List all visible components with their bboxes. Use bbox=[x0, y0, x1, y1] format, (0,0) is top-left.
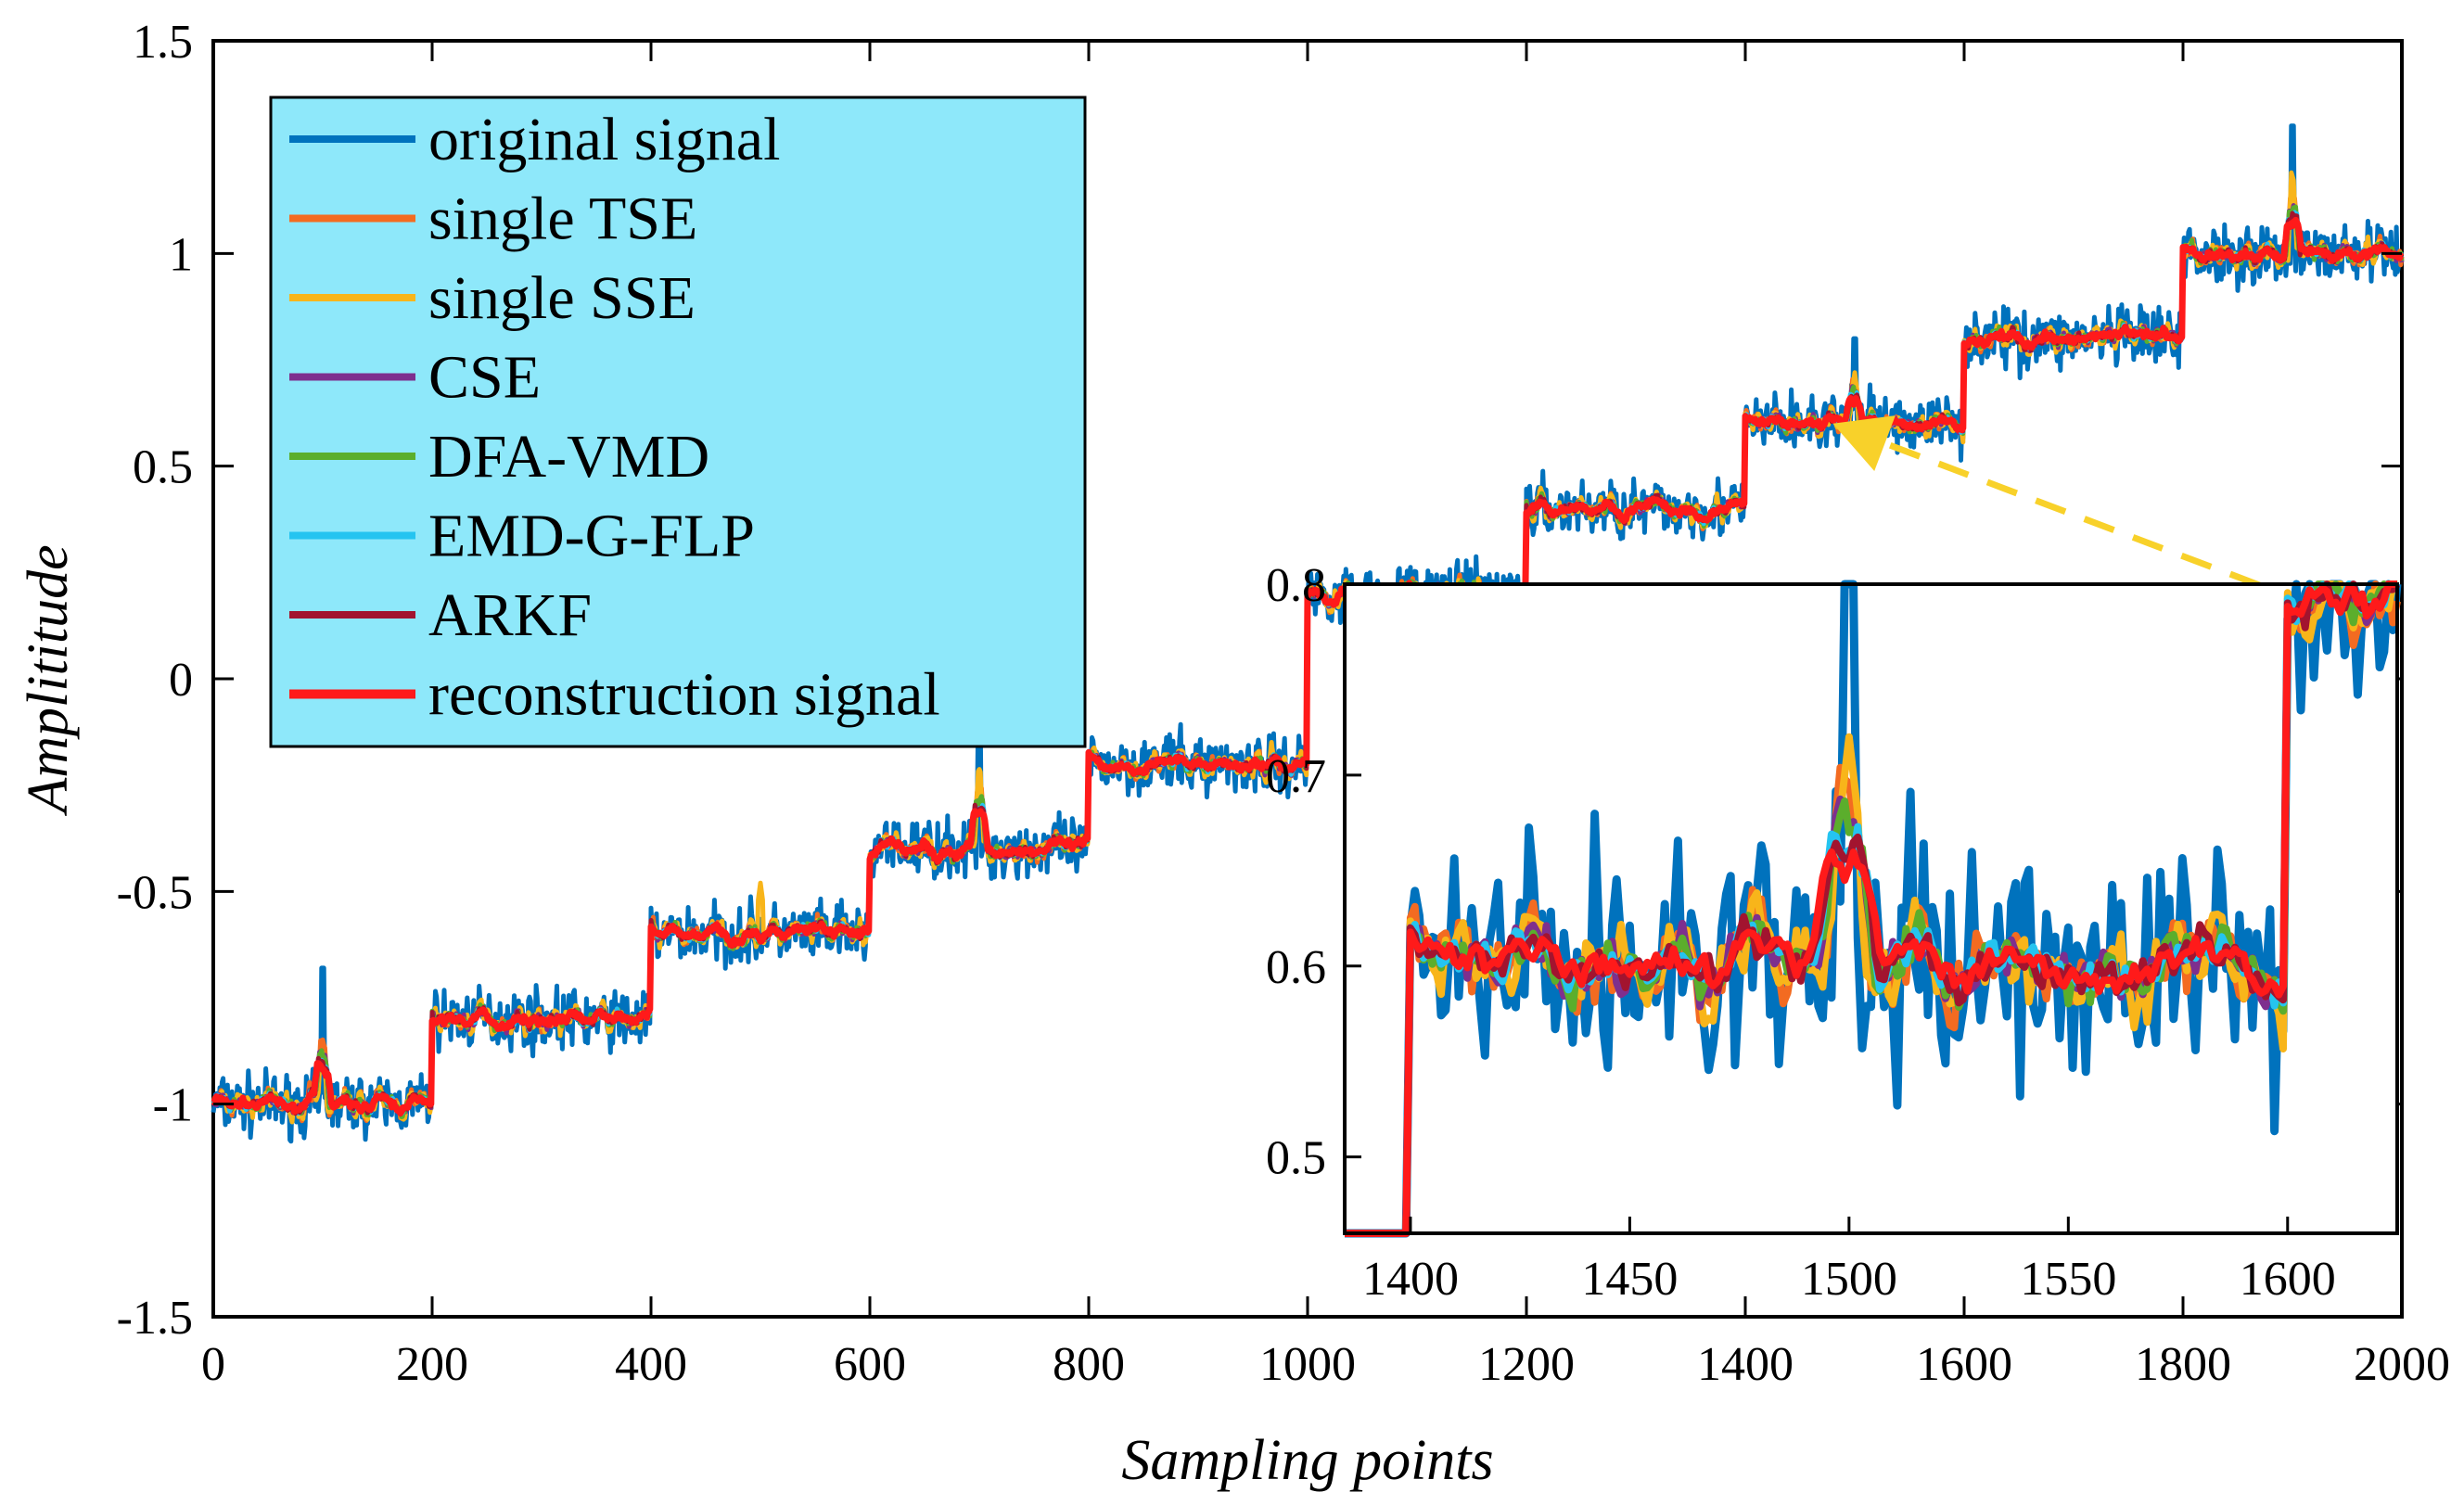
y-tick-label: 1.5 bbox=[133, 16, 193, 69]
legend-label: original signal bbox=[428, 106, 780, 173]
legend-label: EMD-G-FLP bbox=[428, 503, 755, 570]
legend-label: ARKF bbox=[428, 581, 592, 649]
x-tick-label: 1400 bbox=[1697, 1338, 1794, 1391]
series-line-reconstruction-signal bbox=[211, 216, 2405, 1116]
inset-x-tick-label: 1500 bbox=[1801, 1253, 1897, 1306]
legend-box bbox=[269, 96, 1087, 748]
legend-label: single TSE bbox=[428, 185, 697, 253]
x-axis-title: Sampling points bbox=[1121, 1429, 1493, 1492]
y-tick-label: 1 bbox=[169, 228, 193, 281]
arrow-head bbox=[1832, 415, 1896, 471]
arrow-line bbox=[1883, 440, 2261, 589]
x-tick-label: 2000 bbox=[2354, 1338, 2450, 1391]
inset-y-tick-label: 0.6 bbox=[1266, 941, 1326, 994]
legend-label: CSE bbox=[428, 344, 541, 412]
inset-x-tick-label: 1400 bbox=[1362, 1253, 1459, 1306]
x-tick-label: 1200 bbox=[1478, 1338, 1575, 1391]
inset-y-tick-label: 0.8 bbox=[1266, 559, 1326, 612]
inset-y-tick-label: 0.7 bbox=[1266, 750, 1326, 803]
x-tick-label: 0 bbox=[201, 1338, 225, 1391]
legend-label: reconstruction signal bbox=[428, 661, 940, 729]
inset-y-tick-label: 0.5 bbox=[1266, 1132, 1326, 1185]
x-tick-label: 1800 bbox=[2135, 1338, 2231, 1391]
legend: original signal single TSE single SSE CSE DF… bbox=[289, 106, 940, 729]
inset-series-line-original-signal bbox=[1345, 580, 2402, 1238]
y-tick-label: 0 bbox=[169, 654, 193, 707]
inset-y-axis: 0.8 0.7 0.6 0.5 bbox=[1266, 559, 1361, 1185]
x-tick-label: 800 bbox=[1053, 1338, 1125, 1391]
y-tick-label: -0.5 bbox=[117, 866, 193, 919]
inset-frame bbox=[1343, 582, 2399, 1235]
inset-series-line-reconstruction-signal bbox=[1345, 580, 2397, 1237]
y-tick-label: -1.5 bbox=[117, 1292, 193, 1345]
y-axis: 1.5 1 0.5 0 -0.5 -1 -1.5 bbox=[117, 16, 2402, 1345]
x-tick-label: 400 bbox=[615, 1338, 687, 1391]
x-tick-label: 1600 bbox=[1916, 1338, 2012, 1391]
x-tick-label: 1000 bbox=[1259, 1338, 1356, 1391]
zoom-arrow bbox=[1832, 415, 2261, 589]
x-axis: 0 200 400 600 800 1000 1200 1400 1600 1800 2000 bbox=[201, 41, 2450, 1391]
inset-series-group bbox=[1345, 580, 2402, 1238]
legend-label: DFA-VMD bbox=[428, 423, 709, 491]
y-tick-label: 0.5 bbox=[133, 441, 193, 494]
inset-x-tick-label: 1450 bbox=[1581, 1253, 1678, 1306]
y-axis-title: Amplititude bbox=[17, 544, 80, 816]
inset-x-tick-label: 1600 bbox=[2240, 1253, 2336, 1306]
inset-x-tick-label: 1550 bbox=[2020, 1253, 2116, 1306]
y-tick-label: -1 bbox=[153, 1079, 193, 1132]
legend-label: single SSE bbox=[428, 264, 696, 332]
main-series-group bbox=[211, 123, 2405, 1144]
x-tick-label: 200 bbox=[396, 1338, 468, 1391]
x-tick-label: 600 bbox=[834, 1338, 906, 1391]
inset-x-axis: 1400 1450 1500 1550 1600 bbox=[1362, 1217, 2336, 1306]
